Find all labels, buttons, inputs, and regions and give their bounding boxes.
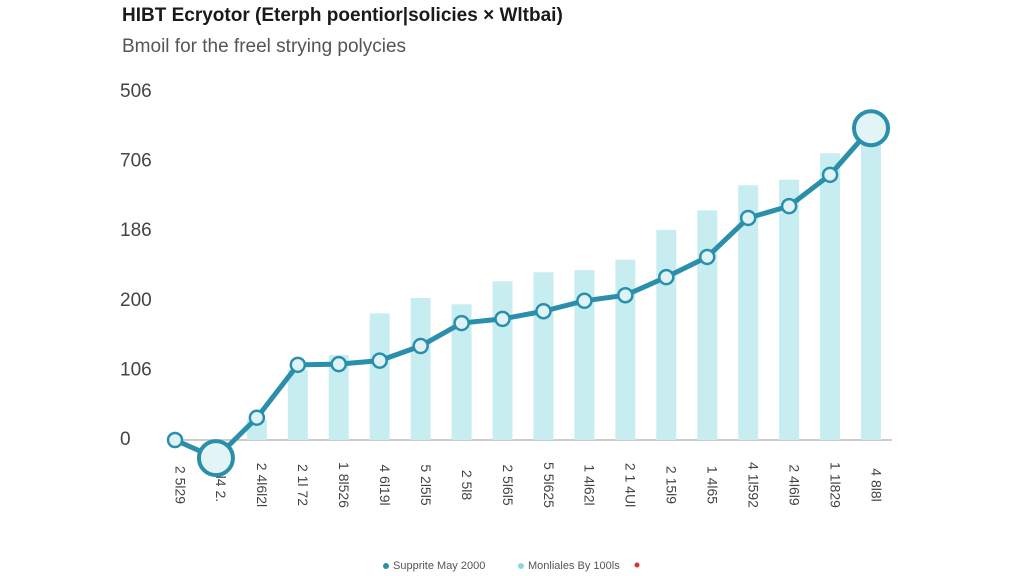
line-marker <box>289 356 307 374</box>
line-marker <box>166 431 184 449</box>
x-tick-label: 5 2l5l5 <box>418 464 434 505</box>
y-tick-label: 186 <box>120 220 152 241</box>
bar <box>861 140 881 441</box>
x-tick-label: 1 1l829 <box>827 462 843 508</box>
line-marker <box>576 292 593 310</box>
line-marker <box>494 310 511 328</box>
bar <box>369 313 390 440</box>
x-tick-label: 4 1l592 <box>745 462 761 508</box>
bar <box>574 270 595 440</box>
x-tick-label: 2 5l6l5 <box>500 464 516 505</box>
line-marker <box>739 209 757 227</box>
legend-marker <box>518 563 524 569</box>
x-tick-label: 2 4l6l2l <box>254 463 270 507</box>
legend-label: Supprite May 2000 <box>393 560 485 572</box>
line-marker <box>658 268 675 286</box>
bar <box>533 272 554 440</box>
y-tick-label: 706 <box>120 151 152 172</box>
bar <box>492 281 513 440</box>
chart-subtitle: Bmoil for the freel strying polycies <box>122 36 406 57</box>
y-tick-label: 200 <box>120 290 152 311</box>
bar <box>287 369 308 440</box>
chart-title: HIBT Ecryotor (Eterph poentior|solicies … <box>122 5 563 26</box>
legend-dot <box>634 562 640 568</box>
line-marker <box>371 352 388 369</box>
x-tick-label: 2 15l9 <box>664 466 680 504</box>
bar <box>615 259 636 440</box>
legend-label: Monliales By 100ls <box>528 560 620 572</box>
y-tick-label: 0 <box>120 429 131 450</box>
x-tick-label: 1 8l526 <box>336 462 352 508</box>
x-tick-label: 2 1 4Ul <box>623 463 639 507</box>
line-marker <box>535 302 552 320</box>
bar <box>820 153 841 441</box>
line-marker <box>453 314 470 332</box>
legend-marker <box>383 563 389 569</box>
line <box>173 126 873 461</box>
x-tick-label: 1 4l62l <box>582 464 598 505</box>
bar <box>656 229 677 440</box>
x-tick-label: 2 5l8 <box>459 470 475 501</box>
line-marker <box>852 109 890 148</box>
bar <box>779 179 800 441</box>
bar <box>328 355 349 440</box>
line-marker <box>698 248 716 266</box>
x-tick-label: 2 5l29 <box>172 466 188 504</box>
line-marker <box>412 337 429 355</box>
line-marker <box>196 439 235 478</box>
bar <box>697 210 718 440</box>
line-marker <box>780 197 798 215</box>
bar <box>738 185 759 440</box>
line-marker <box>248 409 266 426</box>
bar <box>451 304 472 440</box>
y-tick-label: 506 <box>120 81 152 102</box>
x-tick-label: 5 5l625 <box>541 462 557 508</box>
bar <box>410 298 431 440</box>
x-tick-label: 2 1l 72 <box>295 464 311 506</box>
x-tick-label: 1 4l65 <box>705 466 721 504</box>
line-marker <box>330 355 348 373</box>
line-marker <box>617 286 634 304</box>
x-tick-label: 4 8l8l <box>868 468 884 501</box>
x-tick-label: 4 6l19l <box>377 464 393 505</box>
line-marker <box>821 166 839 184</box>
y-tick-label: 106 <box>120 359 152 380</box>
x-tick-label: 2 4l6l9 <box>786 464 802 505</box>
